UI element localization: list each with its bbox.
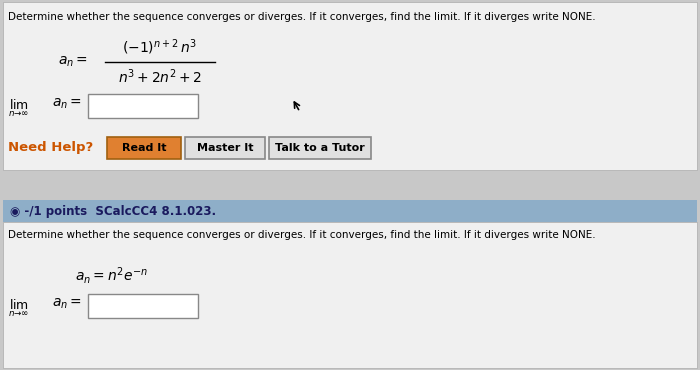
Text: $n^3+2n^2+2$: $n^3+2n^2+2$	[118, 68, 202, 86]
Text: $a_n=$: $a_n=$	[58, 55, 88, 69]
FancyBboxPatch shape	[3, 200, 697, 222]
FancyBboxPatch shape	[269, 137, 371, 159]
FancyBboxPatch shape	[107, 137, 181, 159]
FancyBboxPatch shape	[3, 2, 697, 170]
Text: $\lim_{n\to\infty}$: $\lim_{n\to\infty}$	[8, 97, 29, 119]
FancyBboxPatch shape	[88, 94, 198, 118]
Text: Talk to a Tutor: Talk to a Tutor	[275, 143, 365, 153]
Text: Read It: Read It	[122, 143, 167, 153]
Text: Determine whether the sequence converges or diverges. If it converges, find the : Determine whether the sequence converges…	[8, 230, 596, 240]
FancyBboxPatch shape	[88, 294, 198, 318]
Text: $a_n =$: $a_n =$	[52, 97, 82, 111]
Text: Determine whether the sequence converges or diverges. If it converges, find the : Determine whether the sequence converges…	[8, 12, 596, 22]
FancyBboxPatch shape	[3, 222, 697, 368]
Text: ◉ -/1 points  SCalcCC4 8.1.023.: ◉ -/1 points SCalcCC4 8.1.023.	[10, 205, 216, 218]
Text: $a_n = n^2 e^{-n}$: $a_n = n^2 e^{-n}$	[75, 265, 148, 286]
FancyBboxPatch shape	[185, 137, 265, 159]
Text: Need Help?: Need Help?	[8, 141, 93, 155]
Text: $\lim_{n\to\infty}$: $\lim_{n\to\infty}$	[8, 297, 29, 319]
Text: $(-1)^{n+2}\,n^3$: $(-1)^{n+2}\,n^3$	[122, 37, 197, 57]
Text: Master It: Master It	[197, 143, 253, 153]
Text: $a_n =$: $a_n =$	[52, 297, 82, 311]
